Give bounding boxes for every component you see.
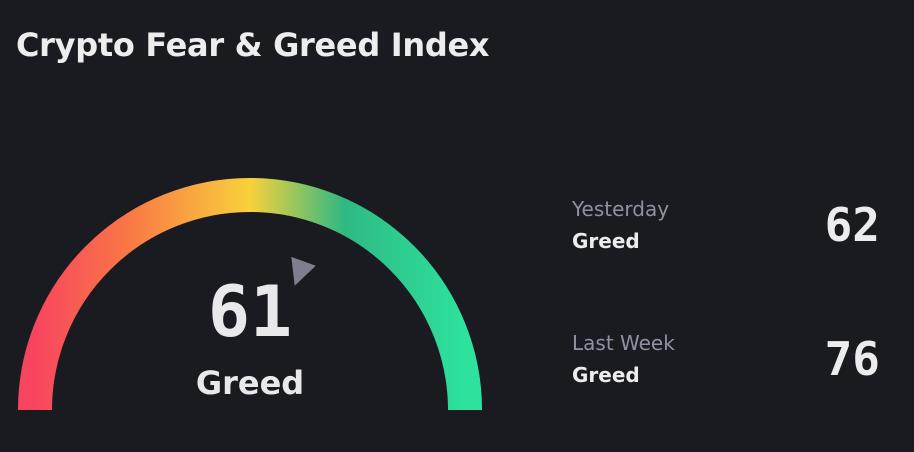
gauge-pointer-icon — [291, 256, 316, 286]
gauge-arc — [18, 178, 482, 411]
history-sentiment: Greed — [572, 363, 640, 387]
history-row-yesterday: Yesterday Greed 62 — [572, 196, 882, 256]
history-value: 62 — [824, 198, 880, 252]
widget-title: Crypto Fear & Greed Index — [16, 26, 490, 64]
history-row-last-week: Last Week Greed 76 — [572, 330, 882, 390]
history-period: Yesterday — [572, 197, 670, 221]
history-value: 76 — [824, 332, 880, 386]
history-sentiment: Greed — [572, 229, 640, 253]
history-period: Last Week — [572, 331, 675, 355]
gauge-value: 61 — [207, 271, 293, 353]
gauge-sentiment-label: Greed — [195, 364, 305, 402]
